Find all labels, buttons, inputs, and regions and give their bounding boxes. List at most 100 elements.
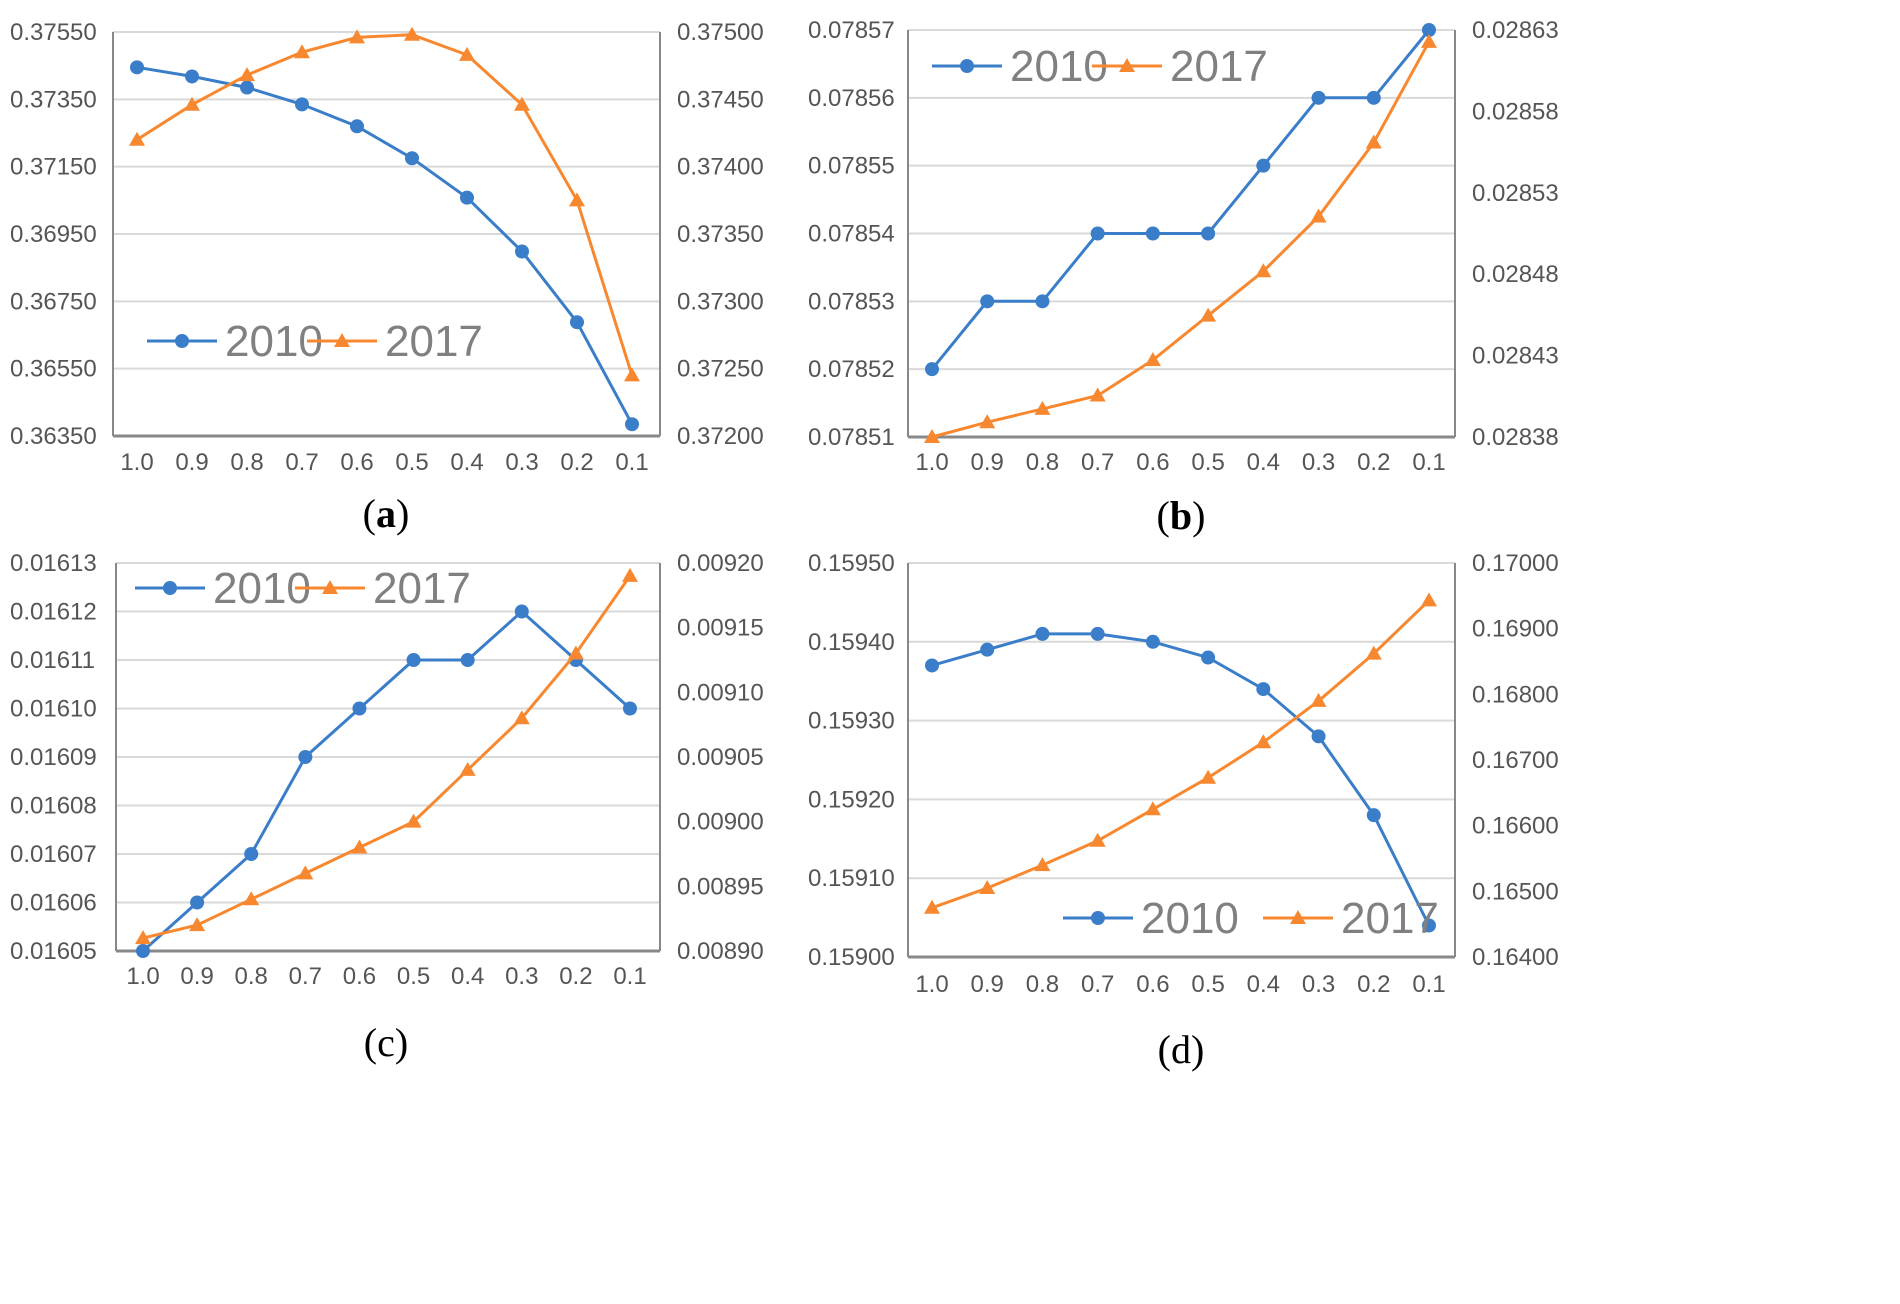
legend-label-2017: 2017 xyxy=(385,317,483,366)
legend-marker-2010 xyxy=(1091,911,1105,925)
data-point-2017 xyxy=(459,761,476,776)
x-tick-label: 0.1 xyxy=(615,449,648,476)
left-tick-label: 0.37350 xyxy=(10,86,97,113)
caption-open-paren: ( xyxy=(363,1020,378,1065)
left-tick-label: 0.15920 xyxy=(808,786,895,813)
panel-caption-b: (b) xyxy=(1157,492,1206,539)
data-point-2017 xyxy=(569,192,585,207)
right-tick-label: 0.02848 xyxy=(1472,261,1559,288)
data-point-2010 xyxy=(625,417,639,432)
x-tick-label: 0.5 xyxy=(1191,971,1224,998)
legend-label-2010: 2010 xyxy=(1141,894,1239,943)
series-line-2010 xyxy=(141,609,632,953)
x-tick-label: 0.2 xyxy=(1357,971,1390,998)
series-line-2010 xyxy=(136,65,634,425)
x-tick-label: 0.6 xyxy=(343,963,376,990)
data-point-2017 xyxy=(1365,645,1382,660)
data-point-2017 xyxy=(184,96,200,111)
series-line-2010 xyxy=(931,632,1431,927)
data-point-2010 xyxy=(185,69,199,84)
right-tick-label: 0.16500 xyxy=(1472,878,1559,905)
legend-marker-2010 xyxy=(175,334,189,348)
left-tick-label: 0.07856 xyxy=(808,85,895,112)
x-tick-label: 0.3 xyxy=(505,449,538,476)
caption-letter: a xyxy=(376,491,396,536)
x-tick-label: 0.9 xyxy=(180,963,213,990)
data-point-2010 xyxy=(514,604,529,619)
x-tick-label: 0.4 xyxy=(451,963,484,990)
data-point-2017 xyxy=(1089,832,1106,847)
data-point-2017 xyxy=(1144,352,1161,367)
right-tick-label: 0.16800 xyxy=(1472,681,1559,708)
left-tick-label: 0.15950 xyxy=(808,550,895,577)
left-tick-label: 0.15940 xyxy=(808,629,895,656)
data-point-2017 xyxy=(514,96,530,111)
right-tick-label: 0.16900 xyxy=(1472,616,1559,643)
data-point-2017 xyxy=(404,26,420,41)
x-tick-label: 0.7 xyxy=(289,963,322,990)
x-tick-label: 0.2 xyxy=(1357,449,1390,476)
left-tick-label: 0.01613 xyxy=(10,550,97,577)
left-tick-label: 0.01611 xyxy=(10,647,95,674)
x-tick-label: 1.0 xyxy=(126,963,159,990)
data-point-2010 xyxy=(570,315,584,330)
data-point-2010 xyxy=(1366,90,1381,105)
left-tick-label: 0.01610 xyxy=(10,696,97,723)
left-tick-label: 0.07855 xyxy=(808,153,895,180)
data-point-2017 xyxy=(622,567,638,582)
x-tick-label: 1.0 xyxy=(915,449,948,476)
data-point-2010 xyxy=(980,642,995,657)
data-point-2017 xyxy=(129,131,145,146)
data-point-2017 xyxy=(567,645,584,660)
x-tick-label: 0.9 xyxy=(175,449,208,476)
data-point-2010 xyxy=(406,653,421,667)
legend-label-2017: 2017 xyxy=(1170,42,1268,91)
right-tick-label: 0.02843 xyxy=(1472,343,1559,370)
left-tick-label: 0.01609 xyxy=(10,744,97,771)
right-tick-label: 0.16600 xyxy=(1472,813,1559,840)
left-tick-label: 0.36350 xyxy=(10,423,97,450)
data-point-2017 xyxy=(294,44,310,59)
legend-marker-2017 xyxy=(322,580,338,594)
x-tick-label: 0.5 xyxy=(397,963,430,990)
legend: 2010 2017 xyxy=(1063,894,1439,943)
left-tick-label: 0.01605 xyxy=(10,938,97,965)
x-tick-label: 0.8 xyxy=(230,449,263,476)
data-point-2010 xyxy=(1035,626,1050,641)
x-tick-label: 0.9 xyxy=(971,971,1004,998)
data-point-2010 xyxy=(1201,226,1216,241)
x-tick-label: 1.0 xyxy=(915,971,948,998)
right-tick-label: 0.37400 xyxy=(677,154,764,181)
right-tick-label: 0.00905 xyxy=(677,744,764,771)
x-tick-label: 0.4 xyxy=(1247,449,1280,476)
data-point-2010 xyxy=(460,190,474,205)
right-tick-label: 0.00915 xyxy=(677,615,764,642)
data-point-2010 xyxy=(240,80,254,95)
caption-letter: c xyxy=(377,1020,395,1065)
data-point-2017 xyxy=(239,67,255,82)
data-point-2010 xyxy=(1035,294,1050,309)
data-point-2010 xyxy=(405,151,419,166)
data-point-2010 xyxy=(298,750,313,764)
legend-marker-2010 xyxy=(163,581,177,595)
chart-panel-a: 0.37550 0.37350 0.37150 0.36950 0.36750 0.365… xyxy=(10,19,764,476)
x-tick-label: 0.8 xyxy=(1026,971,1059,998)
left-tick-label: 0.01608 xyxy=(10,793,97,820)
legend-label-2010: 2010 xyxy=(213,564,311,613)
series-line-2017 xyxy=(136,33,634,376)
data-point-2017 xyxy=(243,891,260,906)
x-tick-label: 0.5 xyxy=(1191,449,1224,476)
data-point-2017 xyxy=(1200,307,1217,322)
data-point-2017 xyxy=(1310,692,1327,707)
right-tick-label: 0.00890 xyxy=(677,938,764,965)
data-point-2017 xyxy=(1421,592,1437,607)
caption-letter: b xyxy=(1169,493,1193,538)
left-tick-label: 0.36550 xyxy=(10,356,97,383)
x-tick-label: 0.3 xyxy=(1302,449,1335,476)
data-point-2017 xyxy=(349,29,365,44)
x-tick-label: 0.3 xyxy=(1302,971,1335,998)
left-tick-label: 0.07852 xyxy=(808,356,895,383)
left-tick-label: 0.36750 xyxy=(10,288,97,315)
right-tick-label: 0.02863 xyxy=(1472,17,1559,44)
x-tick-label: 0.1 xyxy=(1412,971,1445,998)
